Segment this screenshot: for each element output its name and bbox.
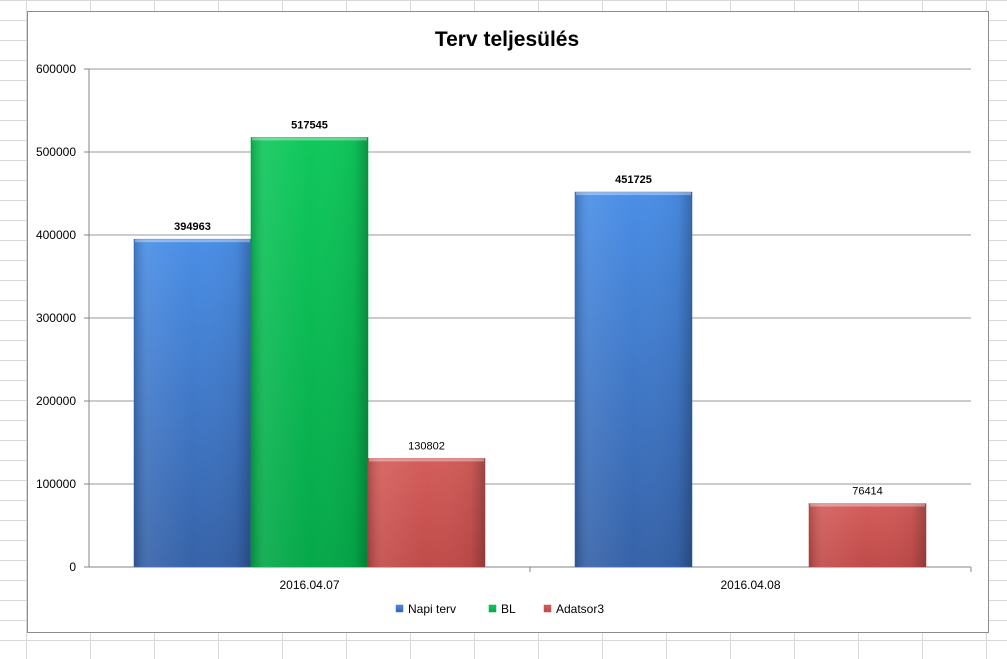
y-tick-label: 300000 xyxy=(36,311,76,325)
y-axis: 0 100000 200000 300000 400000 500000 600000 xyxy=(36,62,90,574)
bar-shading xyxy=(134,239,251,567)
x-tick-label: 2016.04.07 xyxy=(279,578,339,592)
legend: Napi terv BL Adatsor3 xyxy=(395,602,604,616)
y-tick-label: 400000 xyxy=(36,228,76,242)
legend-label: Adatsor3 xyxy=(556,602,604,616)
y-tick-label: 100000 xyxy=(36,477,76,491)
data-label: 517545 xyxy=(291,119,328,131)
data-label: 394963 xyxy=(174,221,211,233)
y-tick-label: 600000 xyxy=(36,62,76,76)
data-labels: 394963 517545 130802 451725 76414 xyxy=(174,119,883,497)
bar-bevel xyxy=(135,239,250,243)
chart-area: Terv teljesülés 0 100000 200000 300000 40000… xyxy=(27,11,989,633)
legend-swatch xyxy=(488,604,497,613)
chart-title: Terv teljesülés xyxy=(435,28,579,51)
bar-shading xyxy=(368,458,485,567)
chart-svg: Terv teljesülés 0 100000 200000 300000 40000… xyxy=(36,28,972,616)
legend-swatch xyxy=(395,604,404,613)
data-label: 451725 xyxy=(615,174,652,186)
bar-shading xyxy=(575,192,692,568)
y-tick-label: 200000 xyxy=(36,394,76,408)
y-tick-label: 0 xyxy=(69,560,76,574)
bar-shading xyxy=(809,503,926,567)
data-label: 76414 xyxy=(852,486,883,498)
bar-bevel xyxy=(810,503,925,507)
bar-bevel xyxy=(576,192,691,196)
x-tick-label: 2016.04.08 xyxy=(720,578,780,592)
bar-bevel xyxy=(369,458,484,462)
y-tick-label: 500000 xyxy=(36,145,76,159)
legend-swatch xyxy=(543,604,552,613)
data-label: 130802 xyxy=(408,440,445,452)
bar-shading xyxy=(251,137,368,567)
legend-label: Napi terv xyxy=(408,602,456,616)
bars xyxy=(133,137,927,568)
legend-label: BL xyxy=(501,602,516,616)
bar-bevel xyxy=(252,137,367,141)
x-axis: 2016.04.07 2016.04.08 xyxy=(279,567,972,592)
